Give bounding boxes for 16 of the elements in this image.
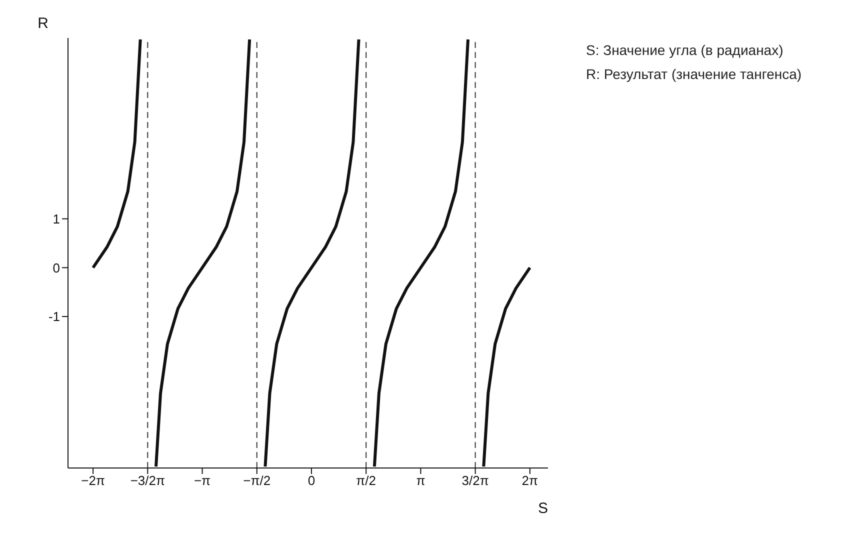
x-axis-title: S [538,500,548,517]
y-tick-label: -1 [48,309,60,324]
x-tick-label: −3/2π [130,473,165,488]
x-tick-label: π [416,473,426,488]
y-axis-title: R [38,15,49,32]
y-tick-label: 0 [52,260,60,276]
x-tick-label: π/2 [356,473,376,488]
x-tick-label: −2π [81,473,105,488]
x-tick-label: −π/2 [243,473,271,488]
y-tick-label: 1 [52,211,60,226]
x-tick-label: 0 [308,473,316,488]
x-tick-label: 2π [522,473,538,488]
x-tick-label: 3/2π [462,473,489,488]
x-tick-label: −π [194,473,211,488]
text: S: Значение угла (в радианах) [586,41,784,60]
text: R: Результат (значение тангенса) [586,65,802,84]
